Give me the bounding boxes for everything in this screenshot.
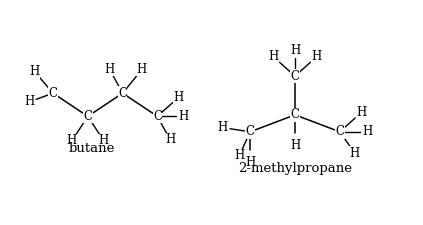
Text: C: C: [291, 108, 299, 121]
Text: H: H: [269, 50, 279, 63]
Text: H: H: [178, 110, 188, 123]
Text: H: H: [25, 95, 35, 108]
Text: H: H: [217, 121, 228, 134]
Text: butane: butane: [69, 142, 115, 155]
Text: 2-methylpropane: 2-methylpropane: [238, 162, 352, 176]
Text: H: H: [311, 50, 321, 63]
Text: H: H: [356, 106, 366, 119]
Text: H: H: [104, 63, 115, 76]
Text: H: H: [99, 134, 109, 147]
Text: H: H: [30, 65, 40, 78]
Text: C: C: [246, 125, 255, 138]
Text: H: H: [350, 147, 360, 160]
Text: H: H: [165, 133, 175, 146]
Text: H: H: [234, 149, 244, 162]
Text: H: H: [245, 156, 255, 169]
Text: C: C: [83, 110, 92, 123]
Text: C: C: [49, 87, 58, 100]
Text: H: H: [173, 91, 184, 104]
Text: H: H: [290, 44, 300, 57]
Text: H: H: [363, 125, 373, 138]
Text: H: H: [137, 63, 147, 76]
Text: C: C: [291, 70, 299, 83]
Text: C: C: [335, 125, 344, 138]
Text: H: H: [290, 139, 300, 152]
Text: H: H: [67, 134, 77, 147]
Text: C: C: [118, 87, 127, 100]
Text: C: C: [153, 110, 162, 123]
